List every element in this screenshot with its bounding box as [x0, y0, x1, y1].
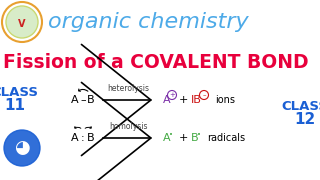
Text: •: •	[197, 132, 201, 138]
Text: IB: IB	[191, 95, 202, 105]
Text: A: A	[71, 133, 79, 143]
Text: B: B	[191, 133, 199, 143]
Text: organic chemistry: organic chemistry	[48, 12, 249, 32]
Text: +: +	[178, 95, 188, 105]
Text: ions: ions	[215, 95, 235, 105]
Text: A: A	[163, 133, 171, 143]
Text: +: +	[178, 133, 188, 143]
Circle shape	[4, 130, 40, 166]
Text: Fission of a COVALENT BOND: Fission of a COVALENT BOND	[3, 53, 308, 71]
Text: CLASS: CLASS	[282, 100, 320, 112]
Circle shape	[7, 7, 37, 37]
Text: A: A	[163, 95, 171, 105]
Text: V: V	[18, 19, 26, 29]
Text: +: +	[169, 92, 175, 98]
Text: –: –	[202, 92, 206, 98]
Text: CLASS: CLASS	[0, 86, 38, 98]
Text: 12: 12	[294, 112, 316, 127]
Text: •: •	[169, 132, 173, 138]
Text: –: –	[80, 95, 86, 105]
Text: heterolysis: heterolysis	[107, 84, 149, 93]
Text: :: :	[81, 133, 85, 143]
Text: homolysis: homolysis	[109, 122, 147, 131]
Text: B: B	[87, 133, 95, 143]
Text: ◕: ◕	[14, 139, 30, 157]
Text: A: A	[71, 95, 79, 105]
Text: B: B	[87, 95, 95, 105]
Text: radicals: radicals	[207, 133, 245, 143]
Text: 11: 11	[4, 98, 26, 114]
